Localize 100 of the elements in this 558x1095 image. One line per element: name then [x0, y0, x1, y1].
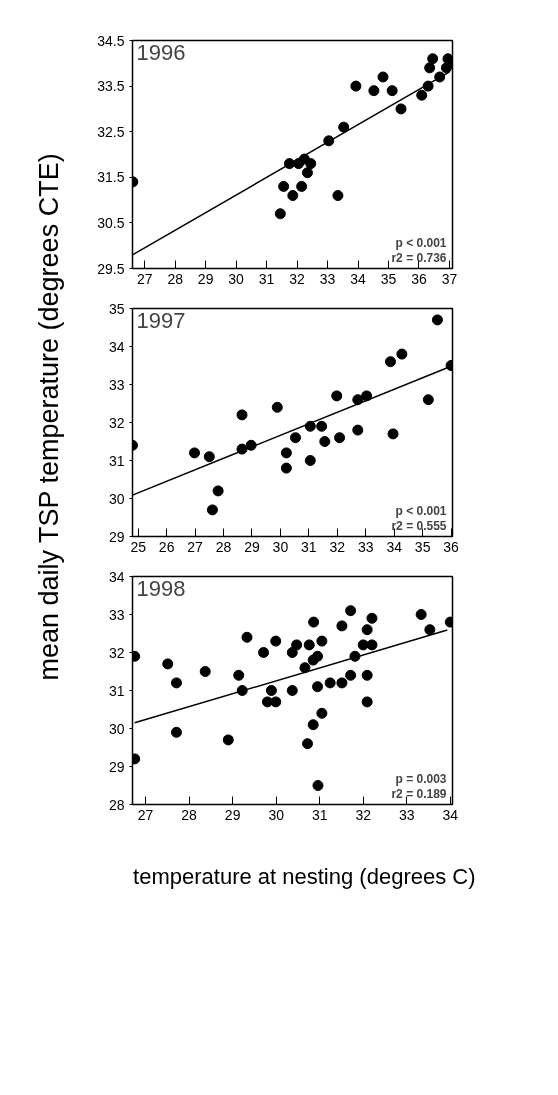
x-tick-label: 28	[167, 270, 184, 287]
x-tick-label: 34	[442, 806, 459, 823]
point	[387, 428, 399, 440]
point	[366, 639, 378, 651]
point	[361, 390, 373, 402]
point	[395, 103, 407, 115]
annotation: p < 0.001	[395, 235, 447, 250]
point	[336, 677, 348, 689]
point	[427, 53, 439, 65]
point	[287, 190, 299, 202]
point	[345, 669, 357, 681]
x-tick-label: 30	[228, 270, 245, 287]
chart-title: 1996	[136, 39, 186, 65]
x-tick-label: 35	[380, 270, 397, 287]
point	[270, 696, 282, 708]
point	[377, 71, 389, 83]
x-tick-label: 36	[443, 538, 460, 555]
point	[416, 89, 428, 101]
x-tick-label: 31	[301, 538, 317, 555]
point	[189, 447, 201, 459]
annotation: p = 0.003	[395, 771, 447, 786]
y-tick-label: 31	[108, 452, 125, 469]
point	[415, 609, 427, 620]
y-tick-label: 32	[108, 414, 125, 431]
point	[258, 647, 270, 658]
point	[162, 658, 174, 670]
point	[299, 662, 311, 674]
point	[305, 158, 317, 170]
point	[424, 624, 436, 636]
y-tick-label: 30	[108, 720, 125, 737]
x-tick-label: 30	[272, 538, 289, 555]
point	[384, 356, 396, 368]
point	[345, 605, 357, 617]
point	[338, 121, 350, 133]
annotation: r2 = 0.736	[391, 250, 447, 265]
x-axis-title: temperature at nesting (degrees C)	[133, 864, 476, 889]
point	[368, 85, 380, 97]
x-tick-label: 33	[399, 806, 415, 823]
point	[199, 666, 211, 677]
x-tick-label: 25	[130, 538, 147, 555]
point	[241, 631, 253, 643]
x-tick-label: 32	[355, 806, 372, 823]
point	[361, 696, 373, 708]
y-tick-label: 30	[108, 490, 125, 507]
y-tick-label: 30.5	[97, 214, 125, 231]
x-tick-label: 33	[319, 270, 336, 287]
point	[361, 669, 373, 681]
point	[304, 455, 316, 466]
point	[312, 681, 324, 693]
x-tick-label: 34	[386, 538, 403, 555]
x-tick-label: 37	[441, 270, 458, 287]
point	[270, 635, 282, 647]
point	[203, 451, 215, 463]
point	[331, 390, 343, 402]
point	[274, 208, 286, 220]
point	[336, 620, 348, 632]
y-tick-label: 35	[108, 300, 125, 317]
x-tick-label: 27	[187, 538, 204, 555]
point	[302, 738, 314, 750]
point	[361, 624, 373, 636]
y-tick-label: 34	[108, 568, 125, 585]
annotation: r2 = 0.555	[391, 518, 447, 533]
point	[334, 432, 346, 444]
point	[289, 432, 301, 444]
point	[170, 677, 182, 689]
point	[291, 639, 303, 651]
point	[319, 436, 331, 447]
point	[286, 647, 298, 658]
x-tick-label: 27	[137, 806, 154, 823]
x-tick-label: 34	[350, 270, 367, 287]
point	[350, 80, 362, 92]
point	[236, 409, 248, 421]
x-tick-label: 30	[268, 806, 285, 823]
y-axis-title: mean daily TSP temperature (degrees CTE)	[33, 153, 64, 681]
y-tick-label: 33	[108, 376, 125, 393]
x-tick-label: 35	[414, 538, 431, 555]
point	[316, 707, 328, 719]
x-tick-label: 28	[215, 538, 232, 555]
x-tick-label: 27	[136, 270, 153, 287]
point	[396, 348, 408, 360]
point	[271, 401, 283, 413]
annotation: p < 0.001	[395, 503, 447, 518]
x-tick-label: 29	[197, 270, 214, 287]
x-tick-label: 29	[244, 538, 260, 555]
x-tick-label: 28	[181, 806, 198, 823]
point	[366, 612, 378, 624]
point	[222, 734, 234, 746]
x-tick-label: 31	[311, 806, 328, 823]
x-tick-label: 32	[289, 270, 306, 287]
x-tick-label: 33	[357, 538, 374, 555]
y-tick-label: 34.5	[97, 32, 125, 49]
point	[206, 504, 218, 516]
x-tick-label: 32	[329, 538, 346, 555]
y-tick-label: 29.5	[97, 260, 125, 277]
annotation: r2 = 0.189	[391, 786, 447, 801]
point	[332, 190, 344, 202]
point	[212, 485, 224, 497]
point	[386, 85, 398, 97]
point	[170, 726, 182, 738]
y-tick-label: 29	[108, 758, 125, 775]
